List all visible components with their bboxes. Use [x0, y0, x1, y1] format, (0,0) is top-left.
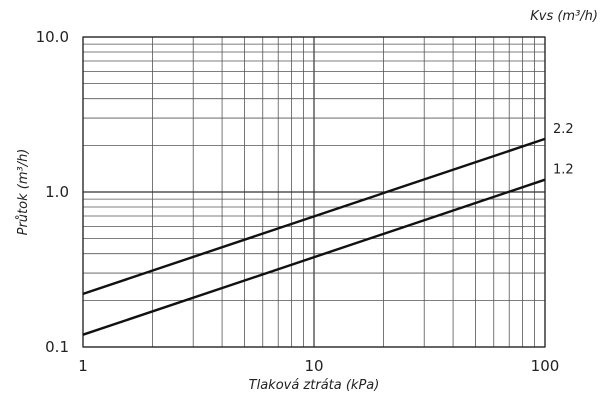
series-group: 2.2 1.2 — [82, 122, 574, 336]
y-tick-label: 10.0 — [36, 28, 69, 46]
y-axis-label: Průtok (m³/h) — [16, 149, 31, 236]
x-axis-label: Tlaková ztráta (kPa) — [249, 378, 380, 393]
series-line-kvs-1.2 — [82, 178, 546, 336]
series-label: 1.2 — [553, 163, 574, 178]
x-tick-label: 10 — [304, 357, 323, 375]
y-tick-label: 0.1 — [45, 338, 69, 356]
series-label: 2.2 — [553, 122, 574, 137]
x-tick-label: 100 — [531, 357, 560, 375]
x-tick-label: 1 — [78, 357, 88, 375]
legend-title: Kvs (m³/h) — [530, 9, 598, 24]
grid — [82, 36, 546, 348]
y-tick-label: 1.0 — [45, 183, 69, 201]
series-line-kvs-2.2 — [82, 137, 546, 296]
plot-frame — [82, 36, 546, 348]
tick-labels: 1 10 100 0.1 1.0 10.0 — [36, 28, 560, 375]
